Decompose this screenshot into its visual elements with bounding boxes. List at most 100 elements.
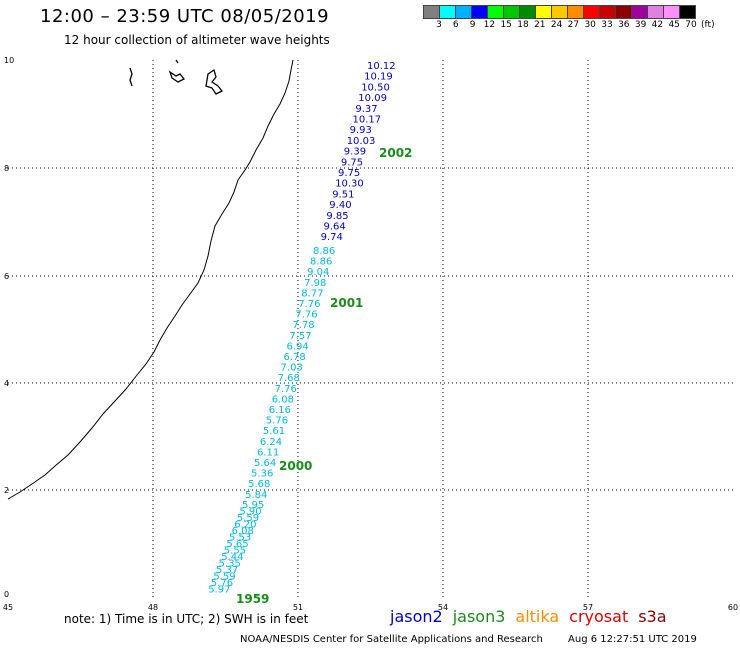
legend-label: 21 [534, 20, 546, 30]
swh-value: 6.78 [284, 352, 306, 363]
satellite-name-jason2: jason2 [390, 607, 443, 626]
swh-value: 9.93 [350, 125, 372, 136]
swh-value: 5.97 [208, 585, 230, 596]
swh-value: 5.53 [229, 533, 251, 544]
swh-value: 5.55 [224, 546, 246, 557]
y-tick-label: 4 [4, 379, 9, 388]
satellite-track: 10.1210.1910.5010.099.3710.179.9310.039.… [208, 61, 395, 596]
island-4 [175, 59, 179, 64]
map-subtitle: 12 hour collection of altimeter wave hei… [64, 33, 330, 47]
y-tick-label: 10 [4, 56, 14, 65]
swh-value: 5.95 [242, 500, 264, 511]
swh-value: 9.85 [326, 211, 348, 222]
legend-swatch [679, 5, 696, 19]
swh-value: 6.94 [286, 341, 308, 352]
legend-label: 12 [483, 20, 496, 30]
swh-value: 5.36 [251, 469, 273, 480]
islands [129, 59, 224, 95]
y-tick-label: 6 [4, 272, 9, 281]
time-label: 1959 [236, 592, 269, 606]
swh-value: 9.39 [344, 147, 366, 158]
swh-value: 7.98 [304, 278, 326, 289]
swh-value: 10.30 [335, 179, 364, 190]
footer-timestamp: Aug 6 12:27:51 UTC 2019 [568, 634, 697, 645]
swh-value: 5.59 [237, 513, 259, 524]
satellite-name-jason3: jason3 [452, 607, 506, 626]
swh-value: 7.76 [298, 299, 320, 310]
swh-value: 6.20 [234, 520, 256, 531]
y-tick-label: 8 [4, 164, 9, 173]
swh-value: 10.17 [353, 115, 382, 126]
y-tick-label: 0 [4, 590, 9, 599]
swh-value: 9.37 [355, 104, 377, 115]
swh-value: 5.61 [263, 426, 285, 437]
swh-value: 5.59 [213, 572, 235, 583]
legend-label: 27 [567, 20, 580, 30]
swh-value: 5.84 [245, 490, 267, 501]
legend-label: 9 [469, 20, 476, 30]
legend-label: 45 [668, 20, 680, 30]
footer-credit: NOAA/NESDIS Center for Satellite Applica… [240, 634, 543, 645]
swh-value: 6.11 [257, 447, 279, 458]
footnote: note: 1) Time is in UTC; 2) SWH is in fe… [64, 612, 309, 626]
legend-label: 6 [452, 20, 459, 30]
y-tick-label: 2 [4, 486, 9, 495]
swh-value: 8.86 [310, 257, 332, 268]
footer: NOAA/NESDIS Center for Satellite Applica… [240, 634, 697, 645]
legend-label: 70 [685, 20, 697, 30]
swh-value: 9.40 [329, 200, 351, 211]
legend-label: 30 [584, 20, 596, 30]
swh-value: 10.12 [367, 61, 396, 72]
swh-value: 9.51 [332, 189, 354, 200]
swh-value: 7.03 [281, 363, 303, 374]
island-3 [205, 68, 224, 95]
swh-value: 5.76 [211, 578, 233, 589]
legend-label: 36 [618, 20, 630, 30]
swh-value: 10.09 [358, 93, 387, 104]
legend-label: 33 [601, 20, 613, 30]
swh-value: 10.03 [347, 136, 376, 147]
swh-value: 10.50 [361, 82, 390, 93]
swh-value: 9.64 [324, 222, 346, 233]
wave-height-color-legend: 3 6 9 12 15 18 21 24 27 30 33 36 39 42 45 70 (ft) [423, 5, 740, 31]
time-label: 2000 [279, 459, 312, 473]
swh-value: 8.77 [301, 288, 323, 299]
satellite-legend: jason2 jason3 altika cryosat s3a [390, 607, 677, 626]
swh-value: 5.68 [248, 479, 270, 490]
swh-value: 5.76 [266, 416, 288, 427]
swh-value: 7.78 [292, 320, 314, 331]
swh-value: 5.90 [239, 507, 261, 518]
x-tick-label: 51 [293, 603, 303, 612]
legend-label: 18 [517, 20, 529, 30]
swh-value: 6.16 [269, 405, 291, 416]
time-labels: 2002 2001 2000 1959 [236, 146, 412, 606]
x-tick-label: 45 [3, 603, 13, 612]
swh-value: 7.76 [275, 384, 297, 395]
satellite-name-altika: altika [515, 607, 560, 626]
legend-label: 15 [500, 20, 512, 30]
map-grid: 45 48 51 54 57 60 0 2 4 6 8 10 [3, 56, 738, 612]
time-label: 2001 [330, 296, 363, 310]
swh-value: 6.24 [260, 437, 282, 448]
swh-value: 7.57 [289, 331, 311, 342]
swh-value: 5.64 [254, 458, 276, 469]
island-1 [129, 67, 133, 87]
swh-value: 9.74 [321, 232, 343, 243]
x-tick-label: 48 [148, 603, 158, 612]
island-2 [168, 70, 186, 83]
swh-value: 5.65 [226, 539, 248, 550]
swh-value: 5.37 [216, 565, 238, 576]
legend-label: 24 [550, 20, 563, 30]
legend-label: (ft) [701, 20, 715, 30]
x-tick-label: 54 [438, 603, 448, 612]
legend-color-bar [423, 5, 740, 19]
swh-value: 9.75 [341, 157, 363, 168]
x-tick-label: 60 [728, 603, 738, 612]
swh-value: 9.75 [338, 168, 360, 179]
map-title: 12:00 – 23:59 UTC 08/05/2019 [40, 6, 330, 27]
swh-value: 5.35 [219, 559, 241, 570]
swh-value: 9.04 [307, 267, 329, 278]
time-label: 2002 [379, 146, 412, 160]
coastline [7, 59, 294, 500]
